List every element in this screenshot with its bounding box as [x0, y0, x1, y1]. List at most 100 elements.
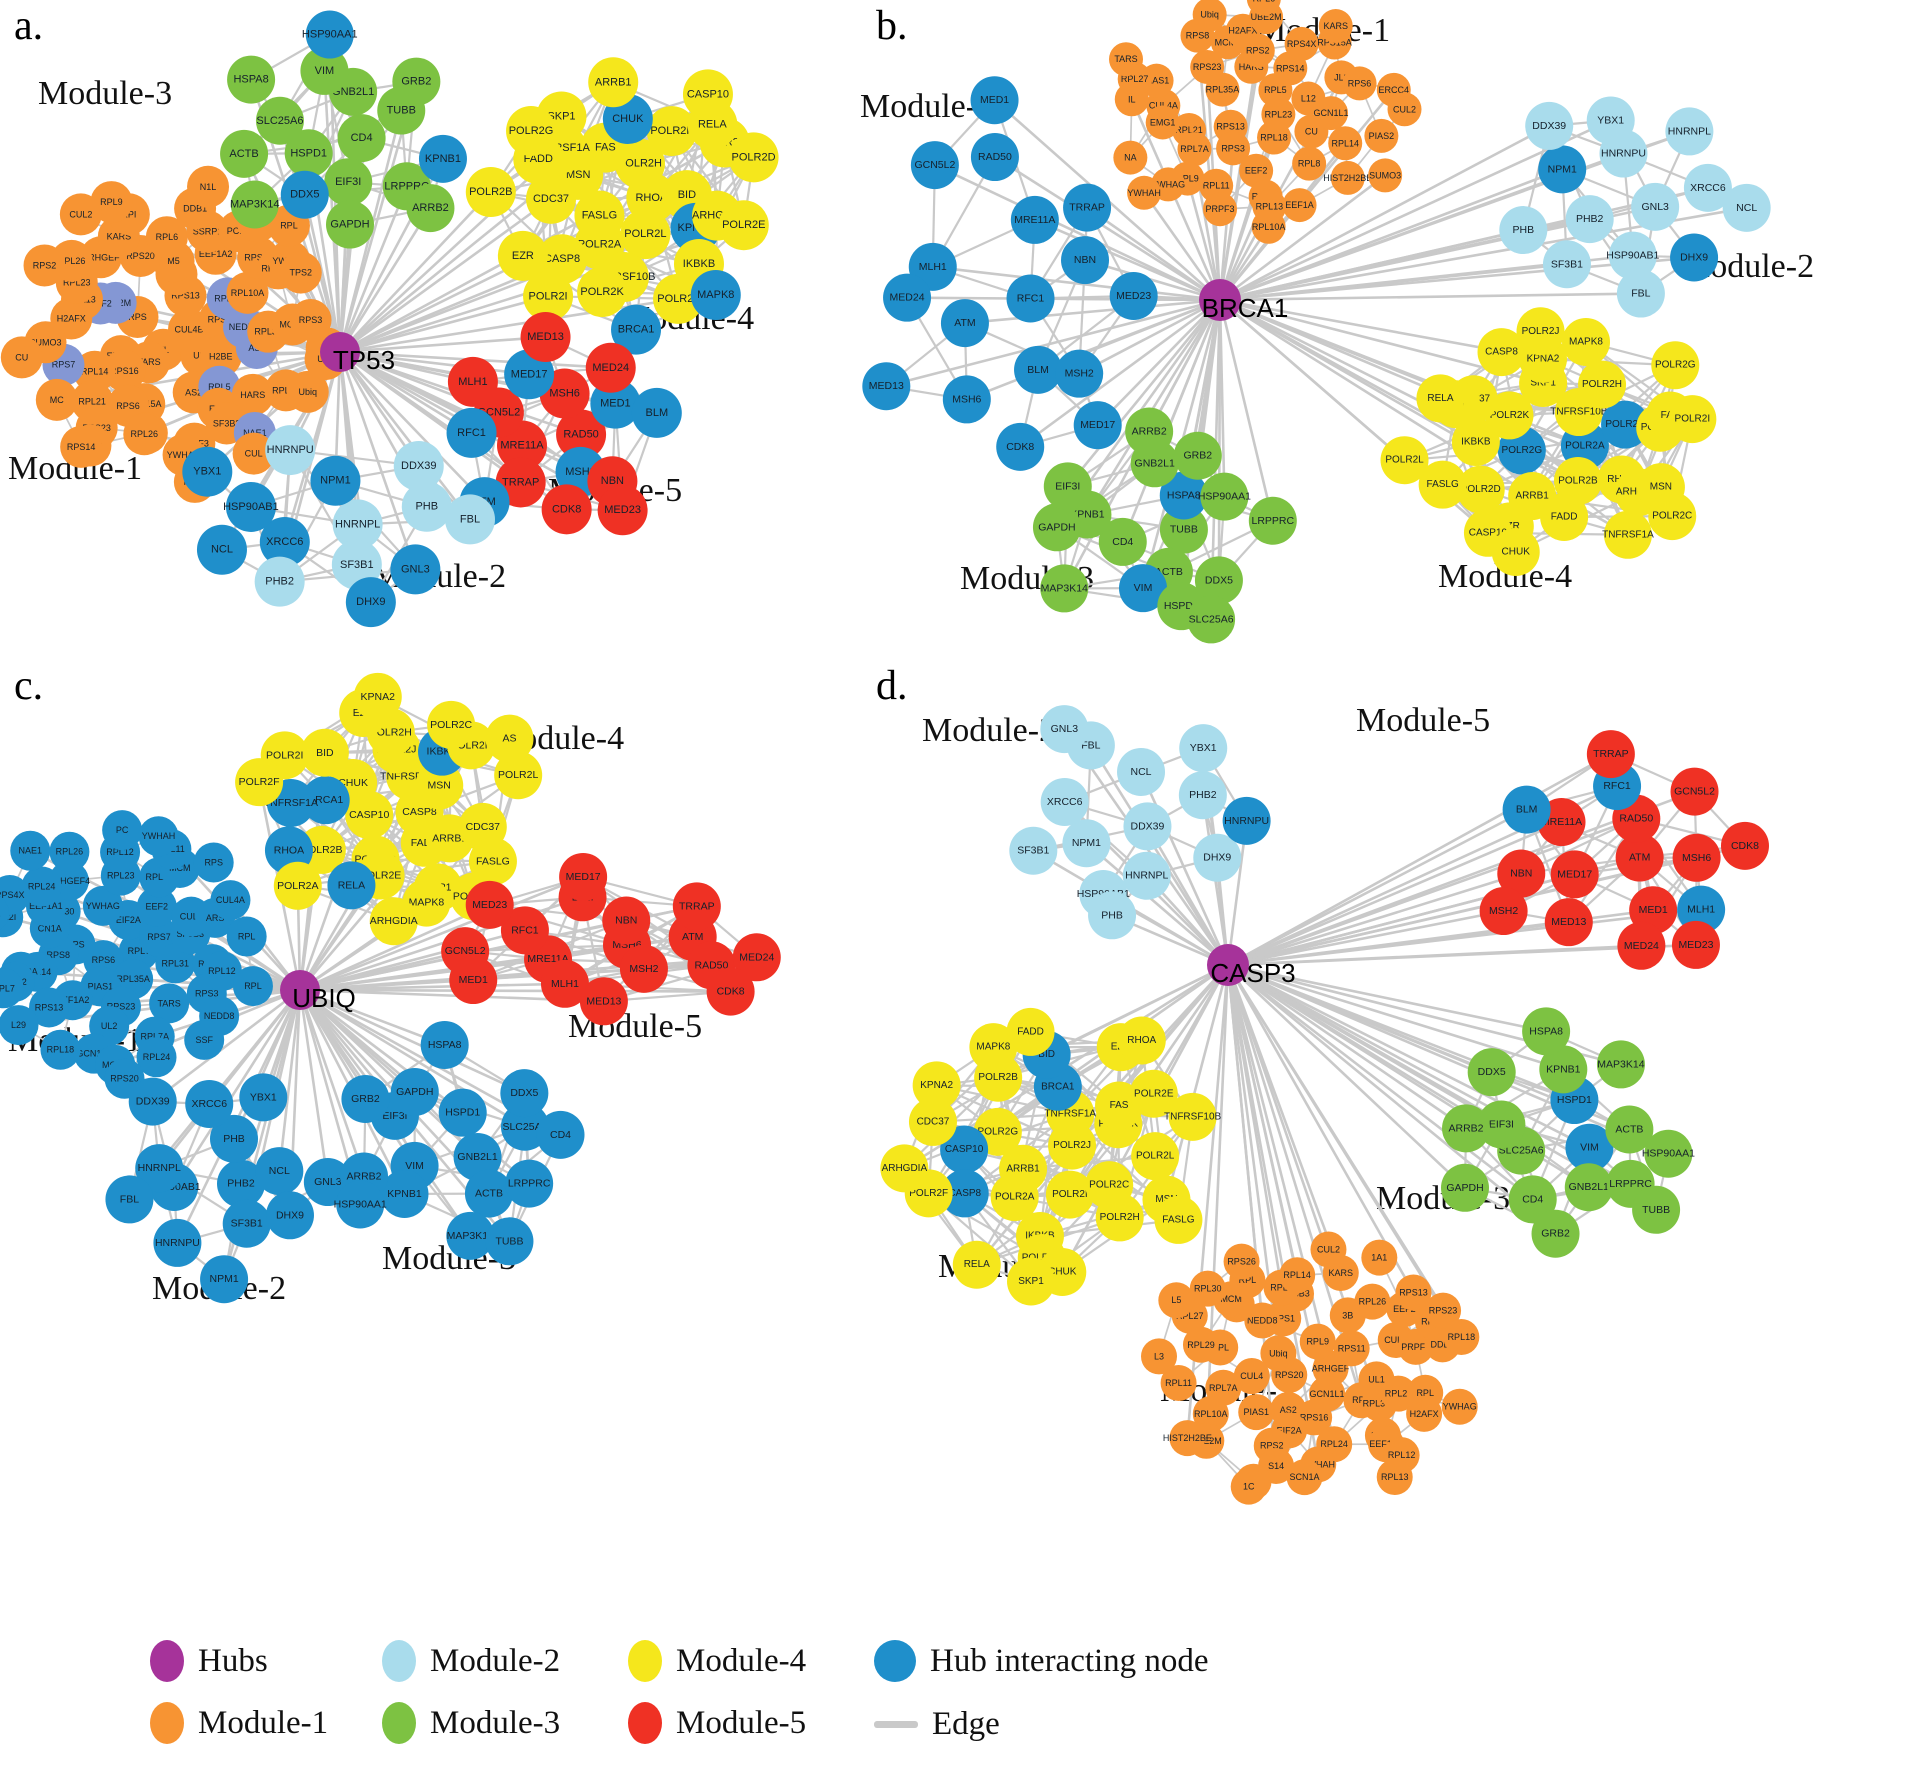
network-node[interactable]: KPNA2	[912, 1061, 961, 1110]
network-node[interactable]: MSH2	[1479, 887, 1528, 936]
network-node[interactable]: L3	[1141, 1338, 1178, 1375]
network-node[interactable]: PIAS2	[1364, 118, 1399, 153]
network-node[interactable]: MED23	[1671, 920, 1720, 969]
network-node[interactable]: MED13	[520, 312, 571, 363]
network-node[interactable]: DDX39	[128, 1077, 177, 1126]
network-node[interactable]: MED13	[1544, 898, 1593, 947]
network-node[interactable]: MAP3K14	[1596, 1040, 1645, 1089]
network-node[interactable]: HNRNPL	[1122, 851, 1171, 900]
network-node[interactable]: TRRAP	[1586, 730, 1635, 779]
network-node[interactable]: MED24	[883, 273, 932, 322]
network-node[interactable]: MED23	[1109, 271, 1158, 320]
network-node[interactable]: RPS26	[1223, 1243, 1260, 1280]
network-node[interactable]: GRB2	[392, 57, 441, 106]
network-node[interactable]: POLR2K	[577, 266, 628, 317]
network-node[interactable]: TUBB	[1632, 1185, 1681, 1234]
network-node[interactable]: SLC25A6	[255, 96, 304, 145]
network-node[interactable]: PHB	[1088, 891, 1137, 940]
network-node[interactable]: L5	[1158, 1282, 1195, 1319]
network-node[interactable]: RPL	[226, 916, 267, 957]
network-node[interactable]: RAD50	[970, 133, 1019, 182]
network-node[interactable]: SSF	[184, 1019, 225, 1060]
network-node[interactable]: POLR2D	[728, 132, 779, 183]
network-node[interactable]: RPL13	[1376, 1458, 1413, 1495]
network-node[interactable]: DHX9	[345, 577, 396, 628]
network-node[interactable]: CUL2	[59, 193, 102, 236]
network-node[interactable]: SCN1A	[1286, 1459, 1323, 1496]
network-node[interactable]: SKP1	[1007, 1257, 1056, 1306]
network-node[interactable]: YBX1	[1586, 96, 1635, 145]
network-node[interactable]: POLR2J	[1516, 307, 1565, 356]
network-node[interactable]: TRRAP	[672, 882, 721, 931]
network-node[interactable]: POLR2I	[1668, 395, 1717, 444]
network-node[interactable]: MC	[35, 378, 78, 421]
network-node[interactable]: MSH6	[942, 375, 991, 424]
network-node[interactable]: YWHAH	[138, 816, 179, 857]
network-node[interactable]: FBL	[445, 494, 496, 545]
network-node[interactable]: AS	[485, 714, 534, 763]
network-node[interactable]: DDX5	[280, 170, 329, 219]
network-node[interactable]: POLR2H	[1095, 1193, 1144, 1242]
network-node[interactable]: NBN	[1061, 236, 1110, 285]
network-node[interactable]: YBX1	[239, 1073, 288, 1122]
network-node[interactable]: SUMO3	[1368, 158, 1403, 193]
network-node[interactable]: PC	[102, 810, 143, 851]
network-node[interactable]: RPL7A	[1177, 132, 1212, 167]
network-node[interactable]: CUL2	[1387, 92, 1422, 127]
network-node[interactable]: MSH2	[619, 944, 668, 993]
network-node[interactable]: MED13	[579, 977, 628, 1026]
network-node[interactable]: EIF3I	[324, 158, 373, 207]
network-node[interactable]: NPM1	[1538, 145, 1587, 194]
network-node[interactable]: FADD	[1540, 492, 1589, 541]
network-node[interactable]: RFC1	[446, 407, 497, 458]
network-node[interactable]: RPL14	[1328, 126, 1363, 161]
network-node[interactable]: CASP10	[682, 69, 733, 120]
network-node[interactable]: DDX39	[1123, 802, 1172, 851]
network-node[interactable]: TPS2	[279, 251, 322, 294]
network-node[interactable]: POLR2H	[1578, 360, 1627, 409]
network-node[interactable]: POLR2A	[273, 861, 322, 910]
network-node[interactable]: MAP3K14	[1040, 564, 1089, 613]
network-node[interactable]: DDX39	[393, 440, 444, 491]
network-node[interactable]: TRRAP	[1063, 183, 1112, 232]
network-node[interactable]: CUL4A	[210, 880, 251, 921]
network-node[interactable]: MED13	[862, 362, 911, 411]
network-node[interactable]: RPS11	[1333, 1330, 1370, 1367]
network-node[interactable]: MLH1	[447, 356, 498, 407]
network-node[interactable]: DHX9	[1670, 233, 1719, 282]
network-node[interactable]: YWHAH	[1127, 175, 1162, 210]
network-node[interactable]: POLR2C	[1648, 492, 1697, 541]
network-node[interactable]: GAPDH	[1032, 503, 1081, 552]
network-node[interactable]: MSH2	[1055, 349, 1104, 398]
network-node[interactable]: PIAS1	[1238, 1394, 1275, 1431]
network-node[interactable]: LRPPRC	[1248, 496, 1297, 545]
network-node[interactable]: POLR2L	[620, 209, 671, 260]
network-node[interactable]: NPM1	[310, 455, 361, 506]
network-node[interactable]: ARRB2	[1442, 1104, 1491, 1153]
network-node[interactable]: ARHGDIA	[369, 897, 418, 946]
network-node[interactable]: XRCC6	[1040, 777, 1089, 826]
network-node[interactable]: GRB2	[341, 1075, 390, 1124]
network-node[interactable]: CDK8	[1720, 821, 1769, 870]
network-node[interactable]: NPM1	[200, 1255, 249, 1304]
network-node[interactable]: L29	[0, 1005, 39, 1046]
network-node[interactable]: HSPD1	[438, 1088, 487, 1137]
network-node[interactable]: RPL18	[40, 1029, 81, 1070]
network-node[interactable]: POLR2F	[235, 758, 284, 807]
network-node[interactable]: RPL	[232, 966, 273, 1007]
network-node[interactable]: CDK8	[706, 967, 755, 1016]
network-node[interactable]: YBX1	[182, 446, 233, 497]
network-node[interactable]: HSPA8	[1522, 1007, 1571, 1056]
network-node[interactable]: NCL	[1117, 747, 1166, 796]
network-node[interactable]: GAPDH	[325, 200, 374, 249]
network-node[interactable]: RPL18	[1257, 120, 1292, 155]
network-node[interactable]: FADD	[1006, 1007, 1055, 1056]
network-node[interactable]: CD4	[337, 114, 386, 163]
network-node[interactable]: DDX39	[1525, 101, 1574, 150]
network-node[interactable]: FASLG	[1154, 1195, 1203, 1244]
network-node[interactable]: TARS	[1108, 42, 1143, 77]
network-node[interactable]: DDX5	[1467, 1048, 1516, 1097]
network-node[interactable]: POLR2B	[465, 166, 516, 217]
network-node[interactable]: POLR2L	[1380, 436, 1429, 485]
network-node[interactable]: RPL26	[49, 831, 90, 872]
